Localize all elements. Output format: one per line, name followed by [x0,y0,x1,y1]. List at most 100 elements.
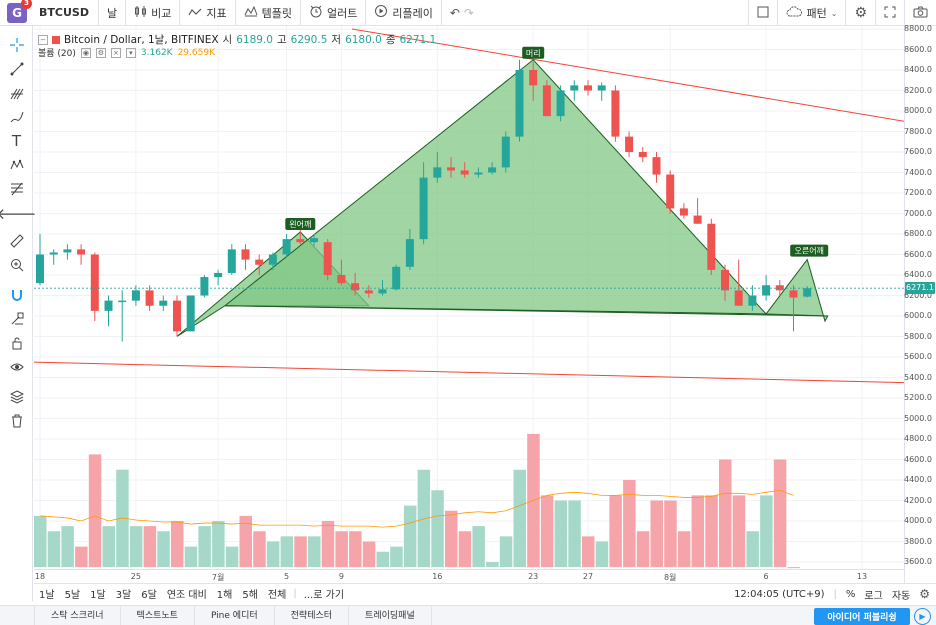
price-tick: 4200.0 [904,495,932,505]
trend-line-icon[interactable] [0,58,33,80]
compare-button[interactable]: 비교 [126,0,181,26]
volume-bar [609,495,622,568]
snapshot-button[interactable] [904,0,936,26]
gear-icon[interactable]: ⚙ [919,587,930,601]
gear-icon: ⚙ [854,5,867,21]
time-tick: 16 [432,572,443,581]
settings-button[interactable]: ⚙ [845,0,875,26]
eye-toggle-icon[interactable]: ◉ [80,47,91,58]
replay-button[interactable]: 리플레이 [366,0,442,26]
footer-tab[interactable]: 텍스트노트 [121,605,195,625]
pattern-button[interactable]: 패턴 ⌄ [777,0,845,26]
range-button[interactable]: 1달 [90,590,106,601]
range-button[interactable]: 3달 [115,590,132,601]
candle-body [405,239,414,267]
volume-bar [691,495,705,568]
volume-bar [335,531,348,568]
candles [36,59,812,342]
range-button[interactable]: 1해 [216,590,233,601]
range-button[interactable]: 전체 [267,590,287,601]
percent-toggle[interactable]: % [845,588,856,600]
crosshair-icon[interactable] [0,34,33,56]
range-bar: 1날 5날 1달 3달 6달 연조 대비 1해 5해 전체 | ...로 가기 12:04:05… [34,583,936,603]
logo-letter: G [12,5,22,20]
volume-bar [445,510,458,568]
volume-bar [486,562,499,568]
replay-label: 리플레이 [392,6,433,20]
layers-icon[interactable] [0,386,33,408]
candle-body [323,242,332,275]
collapse-icon[interactable]: − [38,34,48,45]
more-small-icon[interactable]: ▾ [125,47,136,58]
volume-bar [61,526,74,568]
head-label: 머리 [526,49,541,58]
pattern-tool-icon[interactable] [0,154,33,176]
time-axis[interactable]: 18257월591623278월61320 [34,569,904,583]
footer-tab[interactable]: 스탁 스크리너 [34,605,121,625]
range-button[interactable]: 연조 대비 [166,590,207,601]
candle-body [200,277,209,296]
undo-icon[interactable]: ↶ [449,5,460,20]
zoom-in-icon[interactable] [0,254,33,276]
range-button[interactable]: 1날 [39,590,55,601]
play-icon[interactable]: ▶ [914,608,931,625]
volume-bar [321,521,335,568]
lock-icon[interactable] [0,332,33,354]
user-logo[interactable]: G 3 [7,0,32,23]
price-tick: 6000.0 [904,311,932,320]
footer-tab[interactable]: 전략테스터 [275,605,350,625]
close-small-icon[interactable]: × [110,47,121,58]
trash-icon[interactable] [0,410,33,432]
volume-bar [595,541,609,568]
fib-icon[interactable] [0,178,33,200]
price-tick: 6200.0 [904,290,932,300]
magnet-icon[interactable] [0,284,33,306]
footer-tab[interactable]: 트레이딩패널 [349,605,432,625]
auto-toggle[interactable]: 자동 [891,590,911,602]
volume-bar [568,500,581,568]
indicators-button[interactable]: 지표 [180,0,236,26]
candle-body [529,70,538,86]
interval-button[interactable]: 날 [99,0,127,26]
range-button[interactable]: 6달 [141,590,157,601]
expand-icon [884,6,896,21]
pitchfork-icon[interactable] [0,82,33,104]
lock-drawing-icon[interactable] [0,308,33,330]
templates-button[interactable]: 템플릿 [236,0,301,26]
volume-bar [376,551,389,568]
text-tool-icon[interactable]: T [11,132,22,150]
candle-body [419,177,428,240]
volume-bar [294,536,307,568]
clock-readout[interactable]: 12:04:05 (UTC+9) [734,588,825,600]
candle-body [625,136,634,152]
fullscreen-chart-button[interactable] [748,0,777,26]
log-toggle[interactable]: 로그 [864,590,883,602]
volume-bar [157,531,170,568]
templates-label: 템플릿 [261,6,292,20]
footer-tab[interactable]: Pine 에디터 [195,605,275,625]
eye-icon[interactable] [0,356,33,378]
publish-idea-button[interactable]: 아이디어 퍼블리슁 [814,608,910,625]
goto-date-button[interactable]: ...로 가기 [303,590,345,601]
alert-button[interactable]: 얼러트 [301,0,367,26]
fullscreen-button[interactable] [875,0,904,26]
volume-bar [129,526,143,568]
settings-small-icon[interactable]: ⚙ [95,47,106,58]
volume-bar [102,526,115,568]
brush-icon[interactable] [0,106,33,128]
price-axis[interactable]: 8800.0 8600.0 8400.0 8200.0 8000.0 7800.0 7600… [904,24,936,583]
candle-body [310,238,318,243]
range-button[interactable]: 5날 [64,590,81,601]
redo-icon[interactable]: ↷ [463,5,474,20]
notification-badge: 3 [21,0,32,9]
volume-bar [705,495,718,568]
range-button[interactable]: 5해 [242,590,258,601]
symbol-search[interactable]: BTCUSD [33,0,99,26]
high-value: 6290.5 [290,33,328,46]
ruler-icon[interactable] [0,230,33,252]
support-trendline [34,361,904,384]
volume-bar [184,546,198,568]
arrow-left-icon[interactable]: 🡐 [0,204,37,223]
